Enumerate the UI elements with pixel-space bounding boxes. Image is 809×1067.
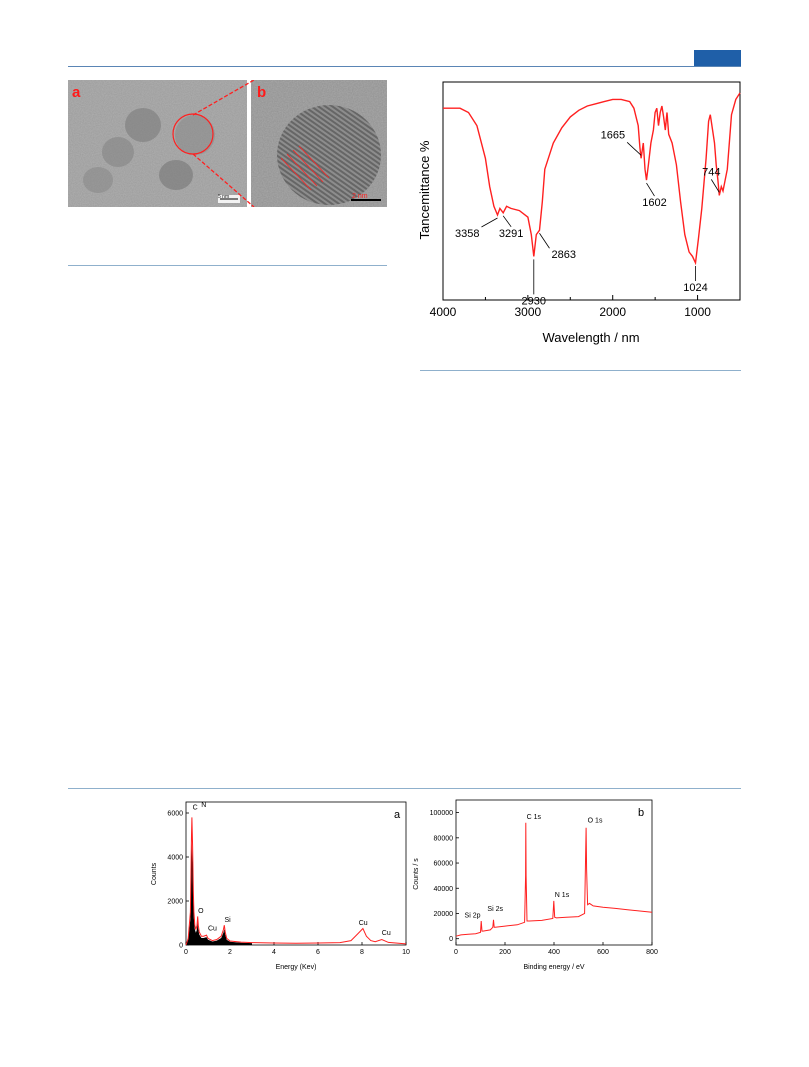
edx-panel-label: a bbox=[394, 809, 401, 821]
tem-panel-a-label: a bbox=[72, 84, 81, 101]
tem-scale-a: 5 nm bbox=[218, 194, 230, 200]
ftir-annotation-arrow bbox=[626, 142, 642, 156]
edx-annotation-label: Cu bbox=[359, 920, 368, 927]
ftir-annotation-arrow bbox=[710, 179, 720, 193]
ftir-x-tick-label: 4000 bbox=[430, 305, 457, 319]
edx-annotation-label: Cu bbox=[208, 926, 217, 933]
xps-x-tick-label: 600 bbox=[597, 949, 609, 956]
xps-annotation-label: Si 2p bbox=[465, 912, 481, 919]
ftir-x-tick-label: 2000 bbox=[599, 305, 626, 319]
xps-x-label: Binding energy / eV bbox=[523, 964, 584, 971]
edx-x-label: Energy (Kev) bbox=[276, 964, 317, 971]
ftir-annotation-label: 1024 bbox=[683, 282, 707, 294]
ftir-y-label: Tancemittance % bbox=[417, 140, 432, 239]
edx-x-tick-label: 10 bbox=[402, 949, 410, 956]
edx-series-fill bbox=[186, 842, 252, 945]
edx-chart: 0 2 4 6 8 10 0 2000 4000 6000 C N O Cu Si Cu Cu a Energ… bbox=[151, 801, 410, 971]
edx-annotation-label: O bbox=[198, 908, 204, 915]
ftir-annotation-label: 2863 bbox=[551, 249, 575, 261]
ftir-chart: 4000 3000 2000 1000 3358 3291 2930 2863 1665 160… bbox=[417, 81, 741, 345]
section-rule bbox=[68, 788, 741, 789]
xps-plot-frame bbox=[455, 799, 653, 946]
xps-x-tick-label: 400 bbox=[548, 949, 560, 956]
edx-y-tick-label: 2000 bbox=[167, 899, 183, 906]
xps-annotation-label: O 1s bbox=[588, 818, 603, 825]
xps-x-tick-label: 200 bbox=[499, 949, 511, 956]
header-accent-block bbox=[694, 50, 741, 66]
edx-annotation-label: N bbox=[201, 802, 206, 809]
xps-y-label: Counts / s bbox=[413, 858, 420, 890]
xps-panel-label: b bbox=[638, 807, 644, 819]
edx-y-tick-label: 6000 bbox=[167, 811, 183, 818]
edx-x-tick-label: 4 bbox=[272, 949, 276, 956]
header-rule bbox=[68, 66, 741, 67]
zoom-lines bbox=[192, 80, 255, 207]
edx-plot-frame bbox=[185, 801, 407, 946]
ftir-annotation-arrow bbox=[502, 215, 512, 228]
xps-annotations: C 1s O 1s N 1s Si 2s Si 2p bbox=[465, 814, 603, 919]
xps-y-tick-label: 40000 bbox=[434, 886, 454, 893]
edx-annotations: C N O Cu Si Cu Cu bbox=[193, 802, 391, 937]
xps-chart: 0 200 400 600 800 0 20000 40000 60000 80000 100000… bbox=[413, 799, 658, 971]
ftir-x-tick-label: 3000 bbox=[515, 305, 542, 319]
xps-axes: 0 200 400 600 800 0 20000 40000 60000 80000 100000 bbox=[430, 810, 658, 956]
edx-y-tick-label: 0 bbox=[179, 943, 183, 950]
caption-rule-right bbox=[420, 370, 741, 371]
xps-y-tick-label: 20000 bbox=[434, 911, 454, 918]
xps-annotation-label: N 1s bbox=[555, 892, 570, 899]
tem-panel-b-label: b bbox=[257, 84, 267, 101]
xps-x-tick-label: 0 bbox=[454, 949, 458, 956]
ftir-series-line bbox=[443, 92, 741, 266]
edx-y-label: Counts bbox=[151, 862, 158, 885]
ftir-annotation-label: 3291 bbox=[499, 228, 523, 240]
ftir-x-tick-label: 1000 bbox=[684, 305, 711, 319]
xps-y-tick-label: 60000 bbox=[434, 861, 454, 868]
xps-y-tick-label: 100000 bbox=[430, 810, 453, 817]
xps-y-tick-label: 80000 bbox=[434, 835, 454, 842]
ftir-annotation-label: 3358 bbox=[455, 228, 479, 240]
ftir-annotations: 3358 3291 2930 2863 1665 1602 1024 744 bbox=[455, 129, 720, 307]
ftir-x-label: Wavelength / nm bbox=[542, 330, 639, 345]
edx-y-tick-label: 4000 bbox=[167, 855, 183, 862]
ftir-annotation-arrow bbox=[646, 182, 655, 197]
edx-annotation-label: Cu bbox=[382, 930, 391, 937]
ftir-annotation-label: 1665 bbox=[601, 129, 625, 141]
ftir-plot-frame bbox=[442, 81, 741, 301]
tem-scale-b: 2 nm bbox=[352, 193, 368, 200]
edx-x-tick-label: 2 bbox=[228, 949, 232, 956]
ftir-annotation-arrow bbox=[481, 217, 498, 228]
ftir-x-axis: 4000 3000 2000 1000 bbox=[430, 295, 741, 319]
xps-annotation-label: Si 2s bbox=[487, 906, 503, 913]
ftir-annotation-label: 1602 bbox=[642, 197, 666, 209]
caption-rule-left bbox=[68, 265, 387, 266]
edx-axes: 0 2 4 6 8 10 0 2000 4000 6000 bbox=[167, 811, 410, 957]
xps-annotation-label: C 1s bbox=[527, 814, 542, 821]
xps-y-tick-label: 0 bbox=[449, 936, 453, 943]
edx-x-tick-label: 6 bbox=[316, 949, 320, 956]
edx-annotation-label: C bbox=[193, 805, 198, 812]
xps-x-tick-label: 800 bbox=[646, 949, 658, 956]
xps-series-line bbox=[455, 822, 653, 937]
ftir-annotation-label: 2930 bbox=[522, 295, 546, 307]
ftir-annotation-arrow bbox=[539, 233, 550, 249]
edx-annotation-label: Si bbox=[225, 917, 232, 924]
edx-x-tick-label: 0 bbox=[184, 949, 188, 956]
tem-image-b bbox=[251, 80, 387, 207]
edx-x-tick-label: 8 bbox=[360, 949, 364, 956]
edx-series-line bbox=[185, 817, 407, 946]
ftir-annotation-label: 744 bbox=[702, 166, 720, 178]
